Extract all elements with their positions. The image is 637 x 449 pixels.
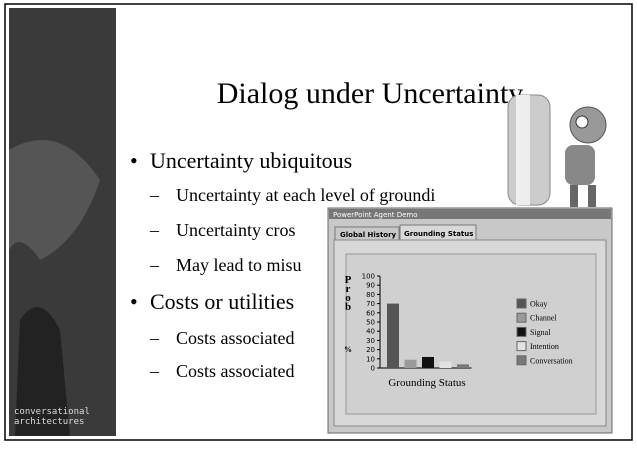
y-tick-label: 100 <box>362 273 375 281</box>
y-tick-label: 70 <box>366 300 375 308</box>
bullet-mark: – <box>149 255 160 275</box>
y-tick-label: 10 <box>366 355 375 363</box>
y-axis-label: % <box>344 345 352 354</box>
legend-label: Channel <box>530 314 557 323</box>
legend-swatch <box>516 326 527 337</box>
bullet-text: May lead to misu <box>176 255 301 275</box>
bullet-mark: – <box>149 328 160 348</box>
logo-text: conversational <box>14 407 90 417</box>
bullet-mark: – <box>149 361 160 381</box>
bullet-mark: – <box>149 220 160 240</box>
legend-swatch <box>516 341 527 352</box>
bullet-mark: • <box>130 148 138 173</box>
decoration <box>15 307 70 436</box>
y-tick-label: 50 <box>366 319 375 327</box>
bar <box>387 303 399 368</box>
bullet-mark: • <box>130 289 138 314</box>
y-tick-label: 90 <box>366 282 375 290</box>
bullet-mark: – <box>149 185 160 205</box>
legend-label: Signal <box>530 328 551 337</box>
bullet-text: Uncertainty cros <box>176 220 295 240</box>
y-axis-label: P <box>345 274 352 286</box>
bullet-text: Costs associated <box>176 328 295 348</box>
slide-title: Dialog under Uncertainty <box>217 77 524 110</box>
bar <box>404 359 417 368</box>
y-axis-label: r <box>346 283 351 295</box>
y-tick-label: 30 <box>366 337 375 345</box>
robot <box>507 94 607 207</box>
legend-swatch <box>516 312 527 323</box>
decoration <box>9 140 100 260</box>
y-tick-label: 0 <box>371 365 375 373</box>
bullet-text: Costs associated <box>176 361 295 381</box>
logo-text: architectures <box>14 417 84 427</box>
legend-label: Okay <box>530 300 547 309</box>
legend-label: Conversation <box>530 356 573 365</box>
y-axis-label: o <box>345 292 351 304</box>
bullet-text: Uncertainty at each level of groundi <box>176 185 435 205</box>
y-axis-label: b <box>345 301 351 313</box>
bar <box>439 361 452 368</box>
bullet-text: Uncertainty ubiquitous <box>150 148 352 173</box>
bar <box>457 364 469 368</box>
legend-label: Intention <box>530 342 559 351</box>
bullet-text: Costs or utilities <box>150 289 294 314</box>
x-axis-label: Grounding Status <box>388 377 465 389</box>
window: PowerPoint Agent Demo Global History Gro… <box>327 207 613 434</box>
y-tick-label: 60 <box>366 309 375 317</box>
tab-label[interactable]: Global History <box>340 231 397 239</box>
window-title: PowerPoint Agent Demo <box>333 211 418 219</box>
y-tick-label: 20 <box>366 346 375 354</box>
bar <box>422 356 434 368</box>
y-tick-label: 80 <box>366 291 375 299</box>
legend-swatch <box>516 298 527 309</box>
y-tick-label: 40 <box>366 328 375 336</box>
legend-swatch <box>516 355 527 366</box>
tab-label[interactable]: Grounding Status <box>404 230 473 238</box>
